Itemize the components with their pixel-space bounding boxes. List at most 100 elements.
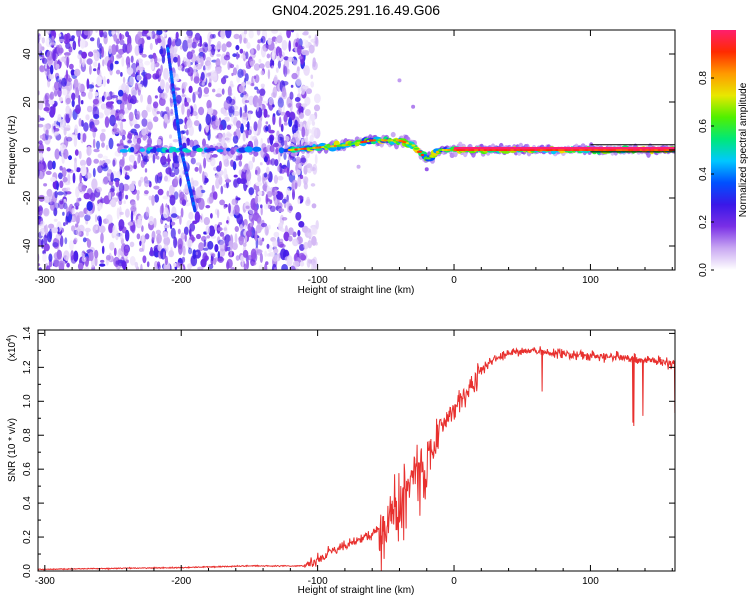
- noise-blob: [261, 237, 265, 242]
- noise-blob: [170, 227, 176, 239]
- noise-blob: [147, 121, 153, 131]
- svg-text:(x104): (x104): [6, 335, 18, 362]
- noise-blob: [43, 107, 50, 112]
- noise-blob: [223, 225, 228, 236]
- snr-scale-base: (x10: [7, 341, 18, 361]
- noise-blob: [63, 222, 66, 227]
- noise-blob: [283, 231, 290, 242]
- noise-blob: [310, 183, 316, 187]
- noise-blob: [313, 262, 317, 268]
- noise-blob: [259, 88, 266, 96]
- noise-blob: [280, 123, 284, 132]
- noise-blob: [126, 67, 134, 76]
- noise-blob: [66, 80, 73, 92]
- noise-blob: [192, 111, 198, 116]
- outlier-blob: [424, 167, 429, 172]
- noise-blob: [288, 227, 294, 236]
- noise-blob: [269, 199, 273, 204]
- noise-blob: [121, 134, 126, 141]
- noise-blob: [173, 236, 178, 249]
- snr-scale-exponent: 4: [6, 338, 13, 342]
- noise-blob: [111, 95, 119, 99]
- noise-blob: [307, 232, 314, 237]
- noise-blob: [265, 121, 269, 125]
- noise-blob: [38, 238, 42, 246]
- noise-blob: [93, 68, 97, 72]
- noise-blob: [64, 52, 71, 56]
- noise-blob: [237, 68, 244, 78]
- noise-blob: [263, 156, 268, 163]
- noise-blob: [177, 228, 181, 235]
- noise-blob: [186, 51, 193, 60]
- noise-blob: [266, 166, 270, 175]
- noise-blob: [266, 243, 270, 249]
- noise-blob: [163, 224, 170, 229]
- noise-blob: [208, 36, 211, 49]
- noise-blob: [311, 261, 315, 270]
- noise-blob: [207, 45, 212, 51]
- noise-blob: [298, 221, 305, 228]
- noise-blob: [306, 258, 311, 268]
- noise-blob: [165, 158, 171, 162]
- noise-blob: [160, 155, 167, 166]
- noise-blob: [145, 73, 152, 80]
- noise-blob: [273, 267, 277, 270]
- noise-blob: [96, 140, 100, 150]
- noise-blob: [298, 162, 303, 169]
- noise-blob: [38, 205, 43, 217]
- noise-blob: [48, 223, 55, 229]
- colorbar-tick-label: 0.2: [698, 215, 709, 229]
- noise-blob: [231, 72, 234, 77]
- noise-blob: [257, 174, 262, 183]
- noise-blob: [156, 138, 162, 145]
- noise-blob: [243, 37, 248, 44]
- noise-blob: [39, 227, 46, 235]
- noise-blob: [259, 162, 263, 166]
- carrier-core: [621, 148, 626, 152]
- noise-blob: [148, 54, 154, 59]
- noise-blob: [58, 47, 64, 54]
- spectrogram-y-tick-label: -40: [22, 238, 33, 253]
- carrier-blob: [130, 146, 135, 153]
- carrier-halo: [390, 131, 396, 138]
- noise-blob: [86, 58, 93, 65]
- noise-blob: [83, 192, 91, 200]
- noise-blob: [254, 206, 258, 216]
- noise-blob: [194, 211, 201, 223]
- snr-x-tick-label: -200: [171, 576, 191, 587]
- noise-blob: [119, 206, 122, 218]
- noise-blob: [314, 154, 318, 165]
- noise-blob: [137, 217, 143, 229]
- noise-blob: [208, 263, 214, 270]
- noise-blob: [236, 120, 242, 129]
- noise-blob: [74, 108, 81, 113]
- noise-blob: [292, 238, 299, 247]
- noise-blob: [110, 185, 115, 193]
- noise-blob: [67, 77, 72, 83]
- noise-blob: [283, 135, 290, 142]
- noise-blob: [260, 83, 265, 88]
- noise-blob: [55, 233, 61, 240]
- snr-x-tick-label: 100: [582, 576, 599, 587]
- noise-blob: [122, 260, 127, 270]
- noise-blob: [58, 97, 63, 102]
- noise-blob: [187, 66, 194, 77]
- noise-blob: [296, 109, 301, 115]
- noise-blob: [271, 65, 274, 69]
- noise-blob: [51, 48, 58, 61]
- noise-blob: [121, 82, 127, 94]
- noise-blob: [290, 30, 295, 33]
- noise-blob: [71, 134, 78, 138]
- noise-blob: [169, 195, 176, 206]
- noise-blob: [216, 40, 222, 50]
- noise-blob: [116, 170, 121, 179]
- noise-blob: [47, 78, 51, 88]
- noise-blob: [283, 140, 288, 146]
- noise-blob: [186, 129, 189, 136]
- noise-blob: [68, 155, 72, 161]
- noise-blob: [136, 193, 140, 201]
- carrier-blob: [278, 147, 285, 154]
- noise-blob: [74, 149, 79, 156]
- noise-blob: [174, 176, 179, 186]
- noise-blob: [288, 205, 293, 211]
